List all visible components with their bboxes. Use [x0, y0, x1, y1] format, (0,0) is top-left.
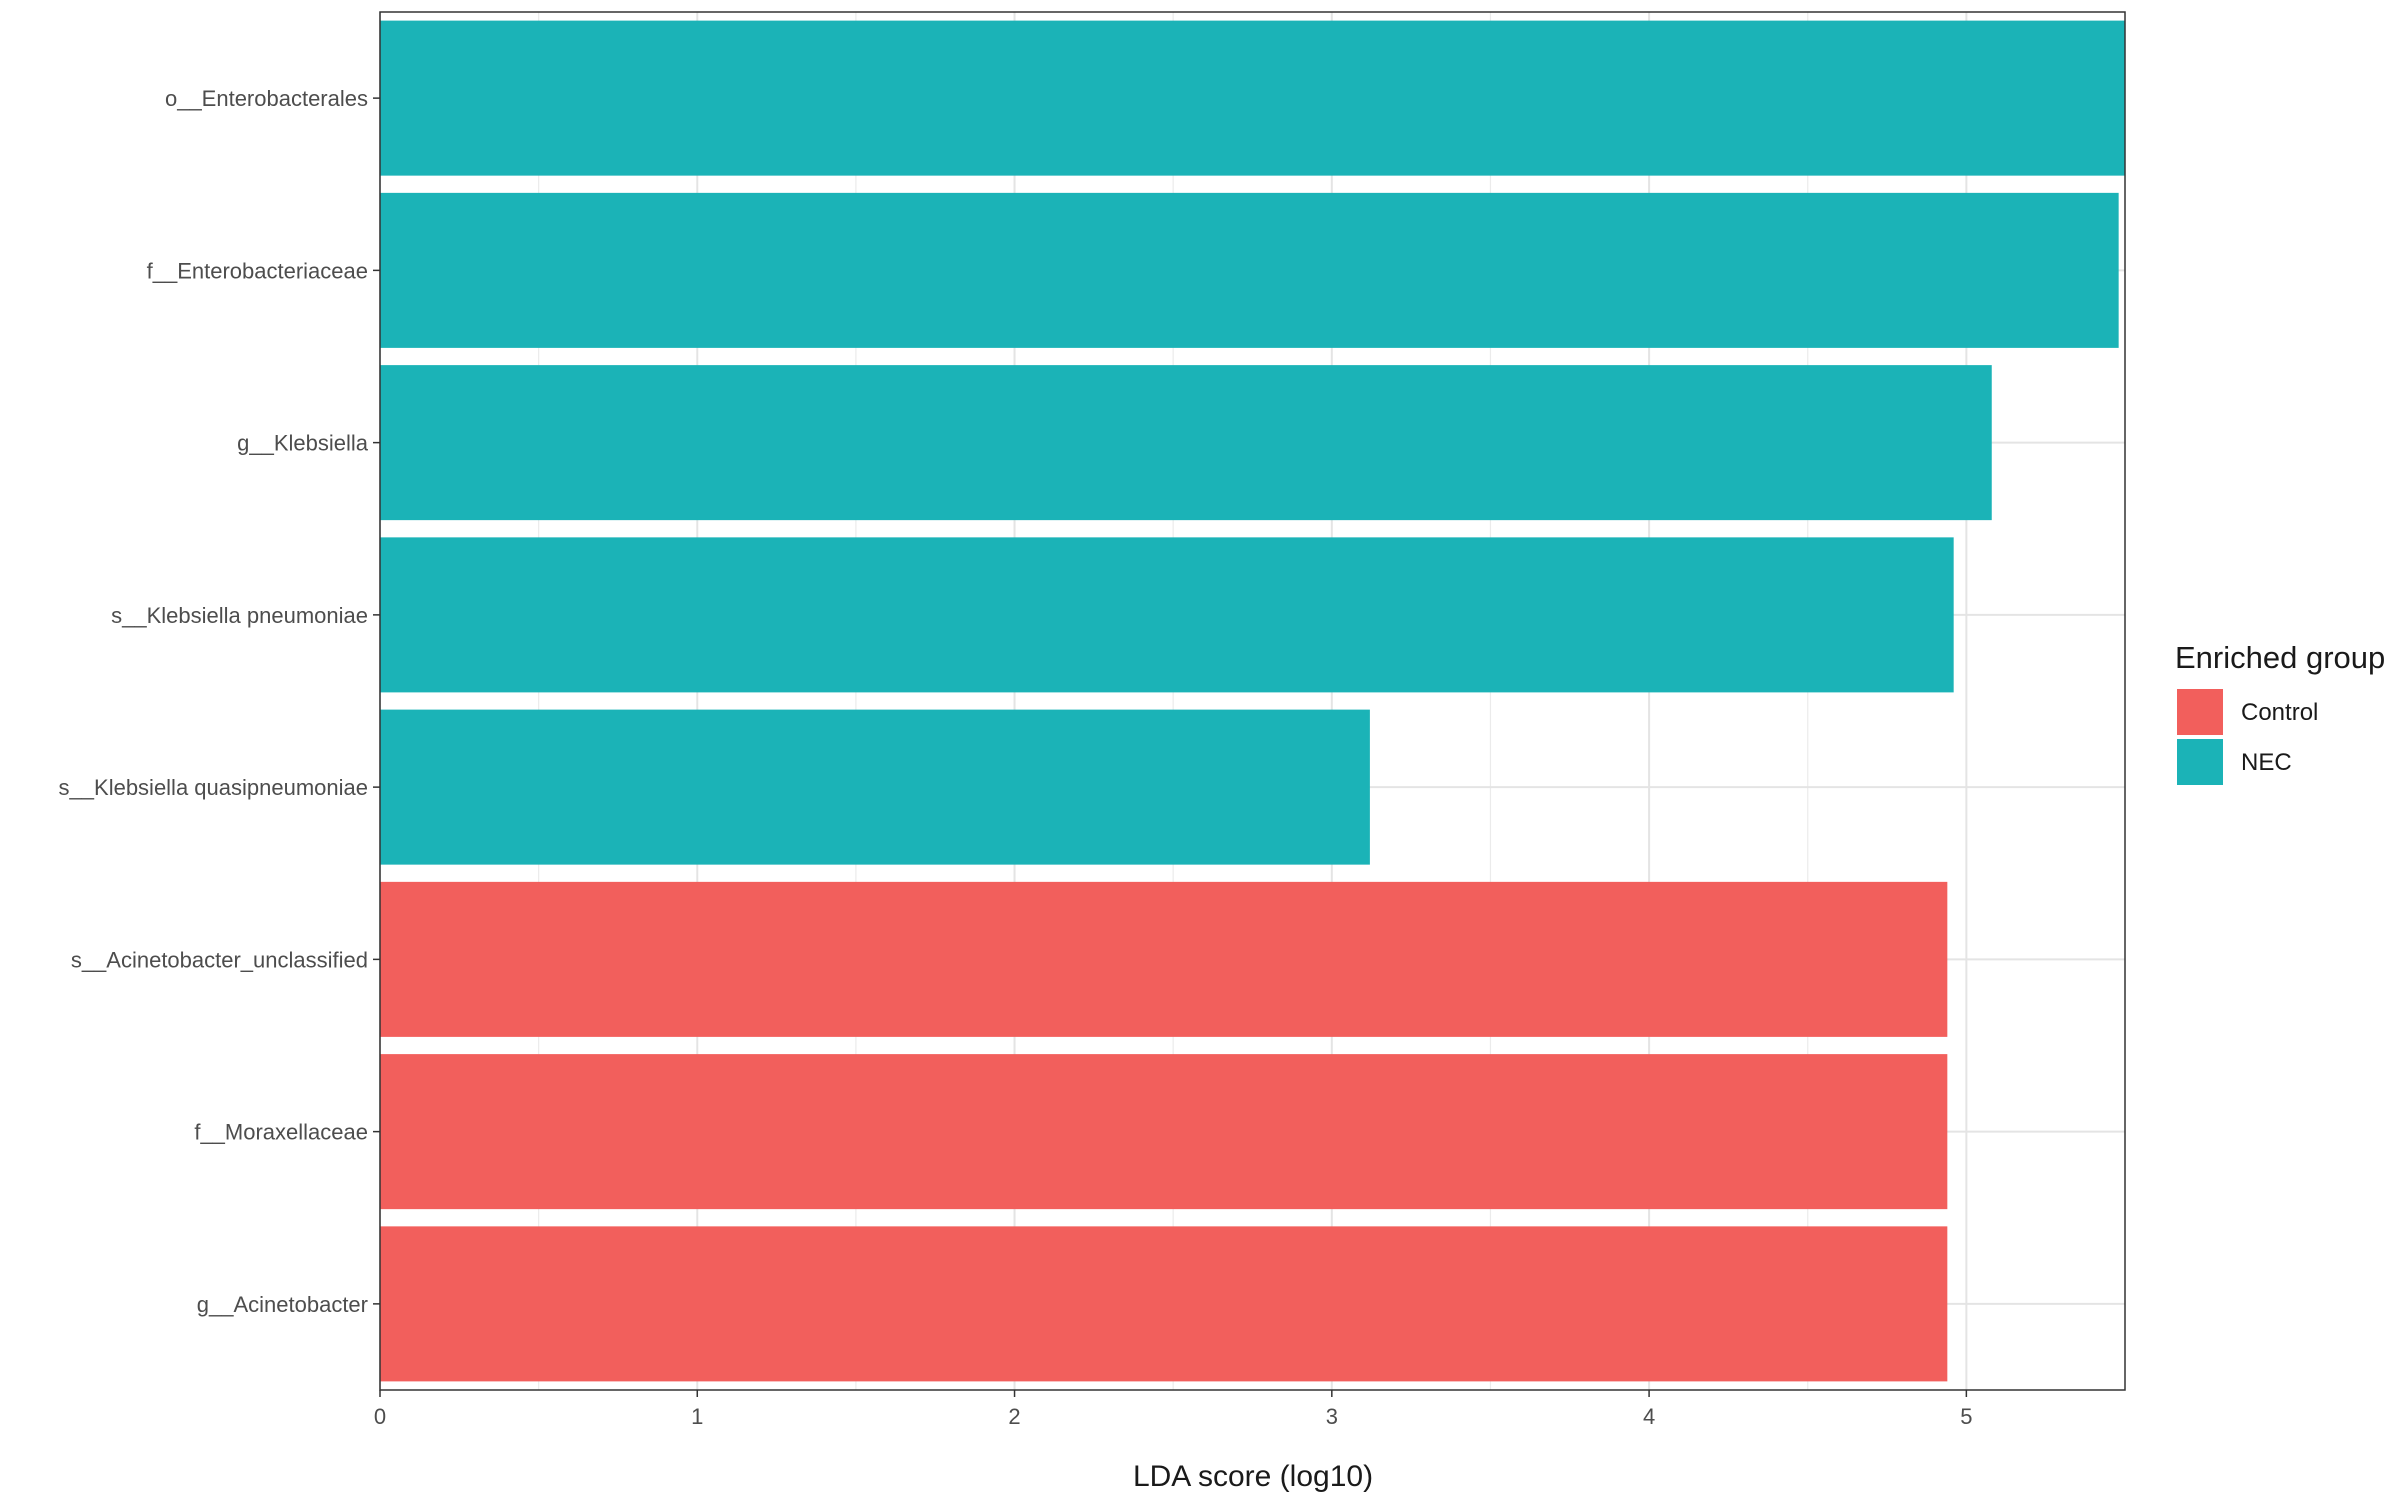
panel-border: [379, 11, 2126, 1391]
x-tick-label: 5: [1960, 1404, 1972, 1429]
bar: [380, 537, 1954, 693]
x-axis-title: LDA score (log10): [1133, 1460, 1373, 1493]
y-axis: o__Enterobacterales f__Enterobacteriaceae…: [59, 86, 380, 1317]
legend-key: [2177, 689, 2223, 735]
x-tick-label: 0: [374, 1404, 386, 1429]
bar: [380, 365, 1992, 521]
bar: [380, 20, 2125, 176]
x-tick-label: 1: [691, 1404, 703, 1429]
bar: [380, 709, 1370, 865]
legend-title: Enriched group: [2175, 640, 2385, 675]
x-axis: 0 1 2 3 4 5: [374, 1390, 1972, 1429]
legend-key: [2177, 739, 2223, 785]
bar: [380, 192, 2119, 348]
x-tick-label: 3: [1326, 1404, 1338, 1429]
y-tick-label: s__Klebsiella pneumoniae: [111, 603, 368, 628]
bar-layer: [380, 20, 2125, 1382]
y-tick-label: f__Moraxellaceae: [194, 1120, 368, 1145]
y-tick-label: o__Enterobacterales: [165, 86, 368, 111]
y-tick-label: s__Klebsiella quasipneumoniae: [59, 775, 368, 800]
bar: [380, 1226, 1948, 1382]
x-tick-label: 4: [1643, 1404, 1655, 1429]
y-tick-label: g__Acinetobacter: [197, 1292, 368, 1317]
legend-label: NEC: [2241, 749, 2292, 776]
legend: Enriched group Control NEC: [2175, 640, 2385, 785]
x-tick-label: 2: [1008, 1404, 1020, 1429]
y-tick-label: f__Enterobacteriaceae: [147, 258, 368, 283]
y-tick-label: g__Klebsiella: [237, 431, 369, 456]
legend-label: Control: [2241, 699, 2318, 726]
y-tick-label: s__Acinetobacter_unclassified: [71, 947, 368, 972]
bar: [380, 1054, 1948, 1210]
bar: [380, 881, 1948, 1037]
